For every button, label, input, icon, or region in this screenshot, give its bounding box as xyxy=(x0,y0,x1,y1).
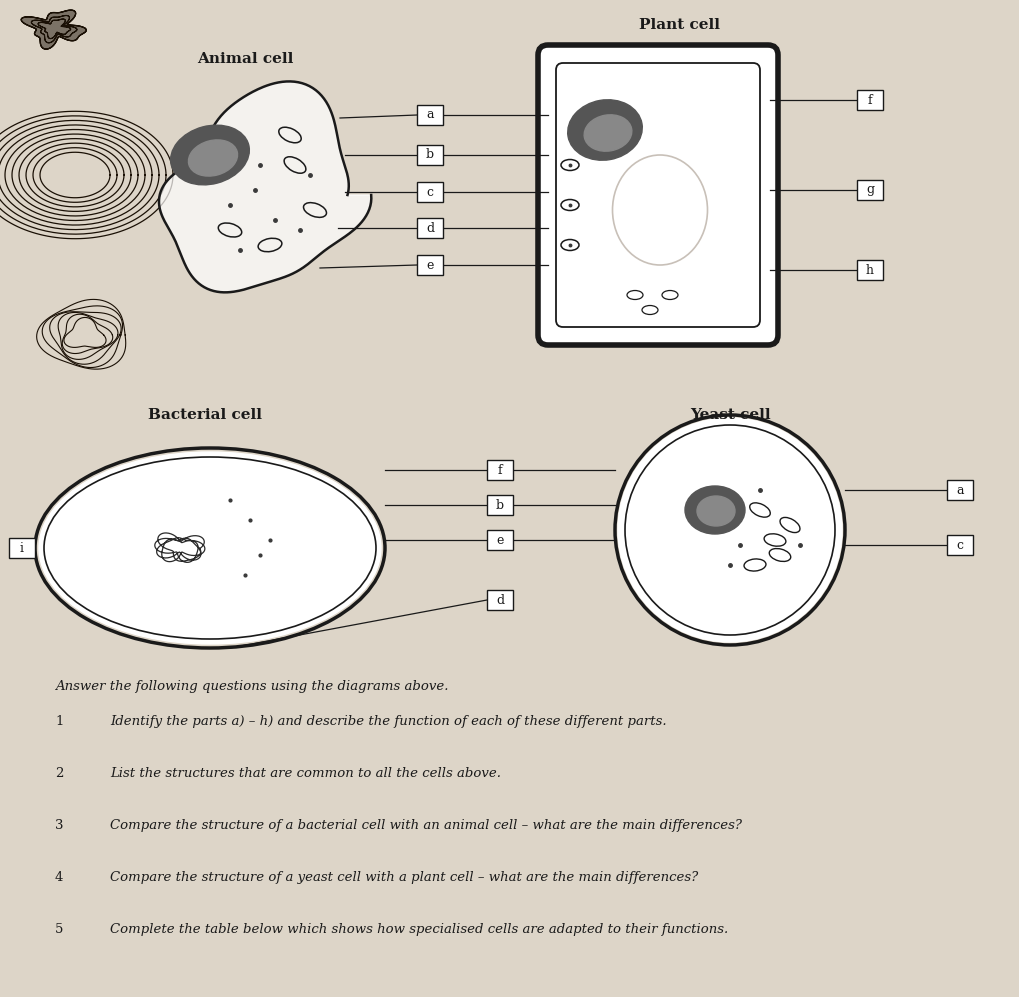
Ellipse shape xyxy=(685,486,744,534)
Text: 2: 2 xyxy=(55,767,63,780)
Text: d: d xyxy=(426,221,434,234)
Ellipse shape xyxy=(39,452,381,644)
Text: g: g xyxy=(865,183,873,196)
FancyBboxPatch shape xyxy=(946,535,972,555)
FancyBboxPatch shape xyxy=(856,260,882,280)
FancyBboxPatch shape xyxy=(417,182,442,202)
Text: Compare the structure of a yeast cell with a plant cell – what are the main diff: Compare the structure of a yeast cell wi… xyxy=(110,871,698,884)
Text: c: c xyxy=(956,538,963,551)
Text: d: d xyxy=(495,593,503,606)
FancyBboxPatch shape xyxy=(486,590,513,610)
FancyBboxPatch shape xyxy=(486,460,513,480)
Text: Identify the parts a) – h) and describe the function of each of these different : Identify the parts a) – h) and describe … xyxy=(110,715,666,728)
FancyBboxPatch shape xyxy=(417,218,442,238)
FancyBboxPatch shape xyxy=(486,530,513,550)
Text: 3: 3 xyxy=(55,819,63,832)
FancyBboxPatch shape xyxy=(537,45,777,345)
Text: Plant cell: Plant cell xyxy=(639,18,719,32)
FancyBboxPatch shape xyxy=(946,480,972,500)
Text: f: f xyxy=(497,464,501,477)
Text: b: b xyxy=(426,149,434,162)
Ellipse shape xyxy=(584,115,631,152)
FancyBboxPatch shape xyxy=(417,145,442,165)
Text: Yeast cell: Yeast cell xyxy=(689,408,769,422)
Text: e: e xyxy=(426,258,433,271)
Text: Compare the structure of a bacterial cell with an animal cell – what are the mai: Compare the structure of a bacterial cel… xyxy=(110,819,741,832)
Text: b: b xyxy=(495,498,503,511)
Text: a: a xyxy=(956,484,963,497)
Polygon shape xyxy=(159,82,371,292)
FancyBboxPatch shape xyxy=(417,105,442,125)
FancyBboxPatch shape xyxy=(856,90,882,110)
Text: Animal cell: Animal cell xyxy=(197,52,292,66)
Polygon shape xyxy=(21,10,87,49)
Text: c: c xyxy=(426,185,433,198)
Text: List the structures that are common to all the cells above.: List the structures that are common to a… xyxy=(110,767,500,780)
Text: a: a xyxy=(426,109,433,122)
Text: Bacterial cell: Bacterial cell xyxy=(148,408,262,422)
Text: h: h xyxy=(865,263,873,276)
Text: 5: 5 xyxy=(55,923,63,936)
Ellipse shape xyxy=(618,418,841,642)
FancyBboxPatch shape xyxy=(486,495,513,515)
FancyBboxPatch shape xyxy=(856,180,882,200)
FancyBboxPatch shape xyxy=(417,255,442,275)
Text: Answer the following questions using the diagrams above.: Answer the following questions using the… xyxy=(55,680,448,693)
Ellipse shape xyxy=(170,126,249,184)
Text: f: f xyxy=(867,94,871,107)
Ellipse shape xyxy=(568,100,642,161)
FancyBboxPatch shape xyxy=(9,538,35,558)
Text: i: i xyxy=(20,541,24,554)
Ellipse shape xyxy=(189,140,237,176)
Text: 4: 4 xyxy=(55,871,63,884)
Text: Complete the table below which shows how specialised cells are adapted to their : Complete the table below which shows how… xyxy=(110,923,728,936)
Text: 1: 1 xyxy=(55,715,63,728)
Ellipse shape xyxy=(696,496,735,526)
Text: e: e xyxy=(496,533,503,546)
